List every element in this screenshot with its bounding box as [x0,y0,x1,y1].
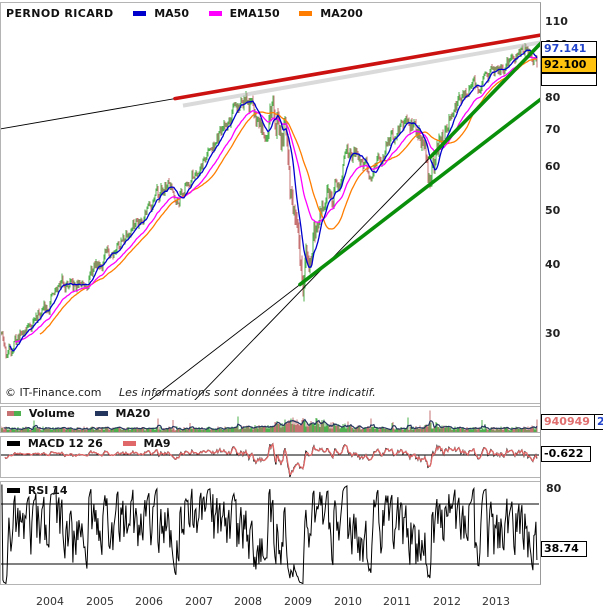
vol-ma20-swatch-icon [94,411,108,416]
year-axis-label: 2006 [135,595,163,608]
price-axis-label: 40 [545,258,561,271]
upper-price-box: 97.141 [541,41,597,57]
rsi-legend: RSI 14 [7,484,67,497]
year-axis-label: 2004 [36,595,64,608]
year-axis-label: 2005 [86,595,114,608]
year-axis-label: 2011 [383,595,411,608]
volume-value-box: 940949 [541,414,597,430]
rsi-label: RSI 14 [27,484,68,497]
ma50-label: MA50 [154,7,189,20]
macd-value-box: -0.622 [541,446,591,462]
volume-swatch-icon [7,407,25,420]
ma9-label: MA9 [143,437,171,450]
year-axis-label: 2007 [185,595,213,608]
empty-price-box [541,73,597,86]
copyright-row: © IT-Finance.com Les informations sont d… [5,386,376,399]
ma200-label: MA200 [320,7,363,20]
copyright-text: © IT-Finance.com [5,386,102,399]
price-axis-label: 50 [545,204,561,217]
legend-item-ma200: MA200 [299,7,363,20]
price-axis-label: 80 [545,91,561,104]
rsi-value-box: 38.74 [541,541,587,557]
price-axis-label: 30 [545,327,561,340]
legend-item-ema150: EMA150 [208,7,284,20]
ma9-swatch-icon [122,441,136,446]
volume-ma-value-box: 2 [594,414,603,430]
price-axis-label: 110 [545,15,568,28]
legend-item-vol-ma20: MA20 [94,407,151,420]
year-axis-label: 2008 [234,595,262,608]
year-axis-label: 2010 [334,595,362,608]
vol-ma20-label: MA20 [115,407,151,420]
legend-item-ma50: MA50 [133,7,192,20]
rsi-swatch-icon [7,488,20,493]
year-axis-label: 2009 [284,595,312,608]
legend-item-ma9: MA9 [122,437,171,450]
last-price-box: 92.100 [541,57,597,73]
ma200-swatch-icon [299,11,313,16]
main-legend: PERNOD RICARD MA50 EMA150 MA200 [6,7,363,20]
price-axis-label: 70 [545,123,561,136]
ema150-label: EMA150 [229,7,280,20]
rsi-level-80-label: 80 [546,482,562,495]
disclaimer-text: Les informations sont données à titre in… [119,386,376,399]
macd-legend: MACD 12 26 MA9 [7,437,171,450]
page-title: PERNOD RICARD [6,7,114,20]
volume-legend: Volume MA20 [7,407,150,420]
macd-swatch-icon [7,441,20,446]
year-axis-label: 2013 [482,595,510,608]
ma50-swatch-icon [133,11,147,16]
year-axis-label: 2012 [433,595,461,608]
macd-label: MACD 12 26 [27,437,103,450]
ema150-swatch-icon [208,11,222,16]
price-axis-label: 60 [545,160,561,173]
volume-label: Volume [28,407,75,420]
